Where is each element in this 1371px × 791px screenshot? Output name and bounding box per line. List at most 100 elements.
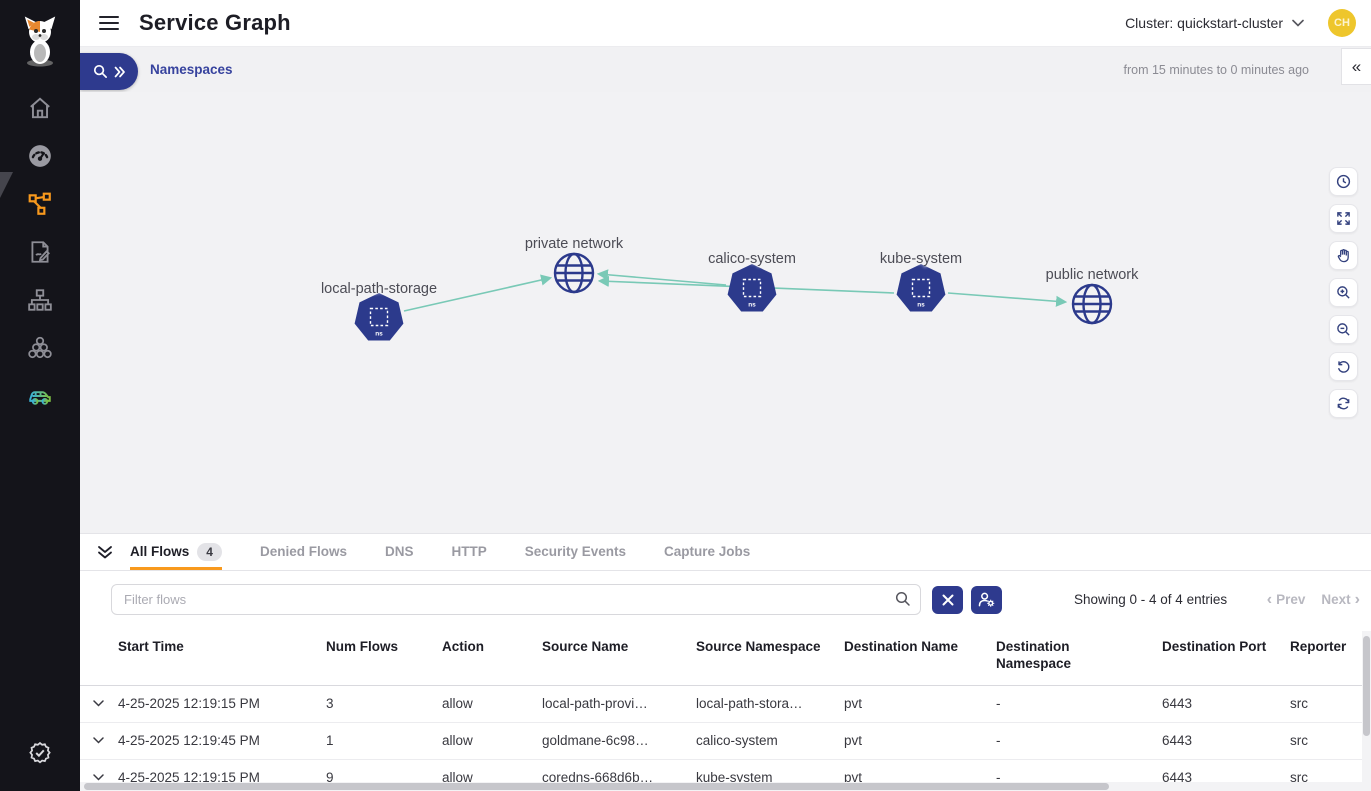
col-action[interactable]: Action bbox=[442, 639, 484, 654]
sidebar-item-network[interactable] bbox=[16, 276, 64, 324]
cluster-selector[interactable]: Cluster: quickstart-cluster bbox=[1125, 15, 1304, 31]
breadcrumb[interactable]: Namespaces bbox=[150, 62, 233, 77]
fit-to-screen-button[interactable] bbox=[1329, 204, 1358, 233]
tab-dns[interactable]: DNS bbox=[385, 534, 414, 570]
cell-action: allow bbox=[442, 733, 473, 749]
top-header: Service Graph Cluster: quickstart-cluste… bbox=[80, 0, 1371, 47]
cell-destination-namespace: - bbox=[996, 770, 1001, 786]
table-row[interactable]: 4-25-2025 12:19:15 PM 9 allow coredns-66… bbox=[80, 760, 1371, 791]
double-chevron-right-icon bbox=[114, 66, 125, 77]
next-button[interactable]: Next › bbox=[1321, 590, 1360, 608]
sidebar-item-cluster[interactable] bbox=[16, 324, 64, 372]
sidebar-item-home[interactable] bbox=[16, 84, 64, 132]
sidebar-item-service-graph[interactable] bbox=[16, 180, 64, 228]
search-icon[interactable] bbox=[895, 591, 911, 607]
table-row[interactable]: 4-25-2025 12:19:15 PM 3 allow local-path… bbox=[80, 686, 1371, 723]
zoom-out-button[interactable] bbox=[1329, 315, 1358, 344]
sidebar-item-dashboard[interactable] bbox=[16, 132, 64, 180]
reset-view-button[interactable] bbox=[1329, 352, 1358, 381]
expand-row-button[interactable] bbox=[80, 700, 110, 707]
tab-denied-flows[interactable]: Denied Flows bbox=[260, 534, 347, 570]
vertical-scrollbar[interactable] bbox=[1362, 631, 1371, 791]
sidebar-item-policies[interactable] bbox=[16, 228, 64, 276]
time-range-label: from 15 minutes to 0 minutes ago bbox=[1123, 62, 1309, 77]
cell-start-time: 4-25-2025 12:19:15 PM bbox=[118, 696, 260, 712]
column-settings-button[interactable] bbox=[971, 585, 1002, 614]
col-start-time[interactable]: Start Time bbox=[118, 639, 184, 654]
node-local-path-storage[interactable]: ns bbox=[354, 293, 404, 341]
tab-capture-jobs[interactable]: Capture Jobs bbox=[664, 534, 750, 570]
next-label: Next bbox=[1321, 592, 1351, 607]
cell-destination-name: pvt bbox=[844, 696, 863, 712]
node-label-local-path-storage[interactable]: local-path-storage bbox=[320, 281, 438, 297]
zoom-in-button[interactable] bbox=[1329, 278, 1358, 307]
tab-http[interactable]: HTTP bbox=[451, 534, 486, 570]
tab-label: HTTP bbox=[451, 544, 487, 559]
node-private-network[interactable] bbox=[553, 252, 595, 294]
col-source-name[interactable]: Source Name bbox=[542, 639, 629, 654]
time-settings-button[interactable] bbox=[1329, 167, 1358, 196]
sidebar-item-certificate[interactable] bbox=[16, 729, 64, 777]
car-icon bbox=[29, 391, 51, 405]
prev-button[interactable]: ‹ Prev bbox=[1266, 590, 1306, 608]
edge-kube-system-to-public-network[interactable] bbox=[947, 292, 1068, 307]
table-row[interactable]: 4-25-2025 12:19:45 PM 1 allow goldmane-6… bbox=[80, 723, 1371, 760]
graph-search-button[interactable] bbox=[80, 53, 138, 90]
clear-filter-button[interactable] bbox=[932, 585, 963, 614]
node-calico-system[interactable]: ns bbox=[727, 264, 777, 312]
sidebar-item-whisker[interactable] bbox=[16, 372, 64, 420]
hamburger-menu-button[interactable] bbox=[99, 16, 119, 30]
undo-icon bbox=[1337, 361, 1350, 373]
cell-destination-port: 6443 bbox=[1162, 733, 1193, 749]
refresh-button[interactable] bbox=[1329, 389, 1358, 418]
avatar[interactable]: CH bbox=[1328, 9, 1356, 37]
collapse-flows-button[interactable] bbox=[88, 534, 122, 570]
cell-destination-port: 6443 bbox=[1162, 696, 1193, 712]
cell-num-flows: 3 bbox=[326, 696, 334, 712]
edge-local-path-storage-to-private-network[interactable] bbox=[403, 274, 553, 312]
tab-security-events[interactable]: Security Events bbox=[525, 534, 626, 570]
col-destination-name[interactable]: Destination Name bbox=[844, 639, 959, 654]
tab-count-badge: 4 bbox=[197, 542, 222, 561]
dashboard-gauge-icon bbox=[29, 145, 51, 167]
cell-destination-namespace: - bbox=[996, 696, 1001, 712]
col-reporter[interactable]: Reporter bbox=[1290, 639, 1347, 654]
cell-source-name: goldmane-6c98… bbox=[542, 733, 649, 749]
col-destination-namespace[interactable]: Destination Namespace bbox=[996, 639, 1072, 671]
expand-row-button[interactable] bbox=[80, 774, 110, 781]
vertical-scrollbar-thumb[interactable] bbox=[1363, 636, 1370, 736]
service-graph-canvas[interactable]: ns ns ns local-path-storage private netw… bbox=[80, 92, 1371, 533]
col-destination-port[interactable]: Destination Port bbox=[1162, 639, 1267, 654]
double-chevron-down-icon bbox=[98, 545, 112, 558]
cell-source-name: local-path-provi… bbox=[542, 696, 648, 712]
pan-mode-button[interactable] bbox=[1329, 241, 1358, 270]
chevron-down-icon bbox=[1292, 19, 1304, 27]
search-icon bbox=[93, 64, 107, 78]
cell-source-namespace: local-path-stora… bbox=[696, 696, 803, 712]
cell-start-time: 4-25-2025 12:19:15 PM bbox=[118, 770, 260, 786]
horizontal-scrollbar-thumb[interactable] bbox=[84, 783, 1109, 790]
cell-action: allow bbox=[442, 696, 473, 712]
col-source-namespace[interactable]: Source Namespace bbox=[696, 639, 821, 654]
collapse-panel-button[interactable]: « bbox=[1341, 48, 1371, 85]
node-kube-system[interactable]: ns bbox=[896, 264, 946, 312]
node-public-network[interactable] bbox=[1071, 283, 1113, 325]
calico-cat-logo bbox=[24, 16, 56, 67]
node-label-kube-system[interactable]: kube-system bbox=[879, 251, 963, 267]
filter-flows-input[interactable] bbox=[111, 584, 921, 615]
node-label-public-network[interactable]: public network bbox=[1045, 267, 1139, 283]
tab-label: All Flows bbox=[130, 544, 190, 559]
cell-action: allow bbox=[442, 770, 473, 786]
node-label-private-network[interactable]: private network bbox=[524, 236, 624, 252]
tab-all-flows[interactable]: All Flows 4 bbox=[130, 534, 222, 570]
pan-hand-icon bbox=[1337, 249, 1349, 263]
node-label-calico-system[interactable]: calico-system bbox=[708, 251, 796, 267]
cell-reporter: src bbox=[1290, 770, 1308, 786]
expand-row-button[interactable] bbox=[80, 737, 110, 744]
edge-calico-system-to-private-network[interactable] bbox=[596, 269, 727, 286]
pagination: ‹ Prev Next › bbox=[1266, 590, 1360, 608]
cell-start-time: 4-25-2025 12:19:45 PM bbox=[118, 733, 260, 749]
horizontal-scrollbar[interactable] bbox=[80, 782, 1363, 791]
left-sidebar bbox=[0, 0, 80, 791]
col-num-flows[interactable]: Num Flows bbox=[326, 639, 399, 654]
